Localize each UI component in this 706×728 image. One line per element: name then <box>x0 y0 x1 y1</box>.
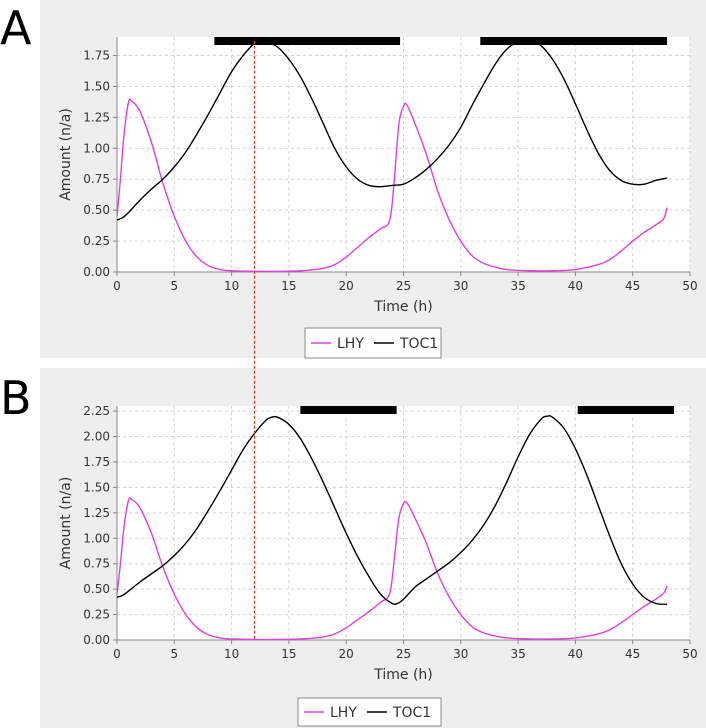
y-tick-label: 0.25 <box>83 608 110 622</box>
panel-a-letter: A <box>0 1 32 55</box>
legend-label-lhy: LHY <box>337 336 364 352</box>
x-tick-label: 15 <box>281 279 296 293</box>
x-tick-label: 25 <box>396 647 411 661</box>
y-tick-label: 1.25 <box>83 110 110 124</box>
legend-label-toc1: TOC1 <box>399 336 438 352</box>
series-line-toc1 <box>117 39 668 221</box>
plot-area <box>117 37 690 272</box>
panel-b-chart: 0 5 10 15 20 25 30 35 40 45 50 0.00 0.25 0.50 0.75 1.00… <box>58 404 698 727</box>
x-tick-label: 30 <box>453 279 468 293</box>
x-tick-label: 10 <box>224 279 239 293</box>
y-tick-label: 0.00 <box>83 633 110 647</box>
dark-period-bar <box>300 406 397 414</box>
y-tick-label: 1.00 <box>83 531 110 545</box>
x-tick-label: 35 <box>510 647 525 661</box>
y-tick-label: 1.75 <box>83 455 110 469</box>
y-tick-label: 2.00 <box>83 430 110 444</box>
x-tick-label: 10 <box>224 647 239 661</box>
dark-period-bar <box>214 37 401 45</box>
y-tick-label: 1.00 <box>83 141 110 155</box>
series-line-lhy <box>117 98 668 272</box>
x-tick-label: 40 <box>568 647 583 661</box>
y-tick-label: 1.25 <box>83 506 110 520</box>
x-tick-label: 0 <box>113 279 121 293</box>
y-tick-label: 0.50 <box>83 203 110 217</box>
x-tick-label: 35 <box>510 279 525 293</box>
x-axis-title: Time (h) <box>373 299 433 315</box>
y-tick-label: 0.50 <box>83 582 110 596</box>
series-line-lhy <box>117 497 668 640</box>
x-tick-label: 50 <box>682 647 697 661</box>
series-line-toc1 <box>117 415 668 606</box>
dark-period-bar <box>577 406 674 414</box>
x-tick-label: 25 <box>396 279 411 293</box>
x-tick-label: 30 <box>453 647 468 661</box>
legend: LHY TOC1 <box>304 327 442 359</box>
x-tick-label: 50 <box>682 279 697 293</box>
x-axis-title: Time (h) <box>373 667 433 683</box>
y-tick-label: 1.50 <box>83 79 110 93</box>
dark-period-bar <box>480 37 668 45</box>
y-tick-label: 1.75 <box>83 49 110 63</box>
panel-a-chart: 0 5 10 15 20 25 30 35 40 45 50 0.00 0.25 0.50 0.75 1.00… <box>58 37 698 359</box>
panel-b-letter: B <box>0 371 32 425</box>
y-tick-label: 0.75 <box>83 557 110 571</box>
x-tick-label: 45 <box>625 279 640 293</box>
y-axis-title: Amount (n/a) <box>58 477 74 570</box>
y-tick-label: 0.00 <box>83 265 110 279</box>
y-tick-label: 1.50 <box>83 480 110 494</box>
x-tick-label: 15 <box>281 647 296 661</box>
x-tick-label: 5 <box>170 279 178 293</box>
x-tick-label: 40 <box>568 279 583 293</box>
x-tick-label: 20 <box>339 279 354 293</box>
legend: LHY TOC1 <box>297 697 442 727</box>
x-tick-label: 20 <box>339 647 354 661</box>
y-tick-label: 0.75 <box>83 172 110 186</box>
x-tick-label: 0 <box>113 647 121 661</box>
y-tick-label: 0.25 <box>83 234 110 248</box>
legend-label-lhy: LHY <box>330 705 357 721</box>
legend-label-toc1: TOC1 <box>392 705 431 721</box>
y-axis-title: Amount (n/a) <box>58 108 74 201</box>
x-tick-label: 45 <box>625 647 640 661</box>
x-tick-label: 5 <box>170 647 178 661</box>
y-tick-label: 2.25 <box>83 404 110 418</box>
